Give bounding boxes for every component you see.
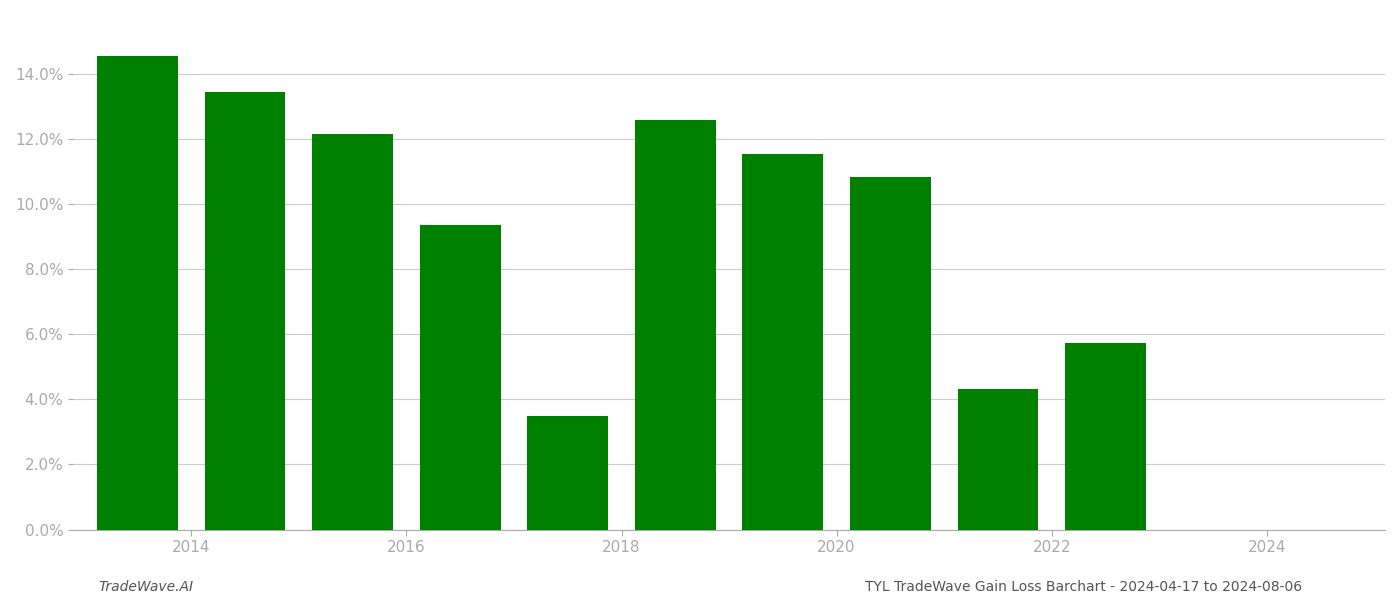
Bar — [312, 134, 393, 530]
Bar — [742, 154, 823, 530]
Bar — [420, 225, 501, 530]
Bar — [528, 416, 608, 530]
Bar — [97, 56, 178, 530]
Bar — [850, 177, 931, 530]
Text: TYL TradeWave Gain Loss Barchart - 2024-04-17 to 2024-08-06: TYL TradeWave Gain Loss Barchart - 2024-… — [865, 580, 1302, 594]
Bar — [958, 389, 1039, 530]
Bar — [636, 120, 715, 530]
Bar — [1065, 343, 1145, 530]
Text: TradeWave.AI: TradeWave.AI — [98, 580, 193, 594]
Bar — [204, 92, 286, 530]
